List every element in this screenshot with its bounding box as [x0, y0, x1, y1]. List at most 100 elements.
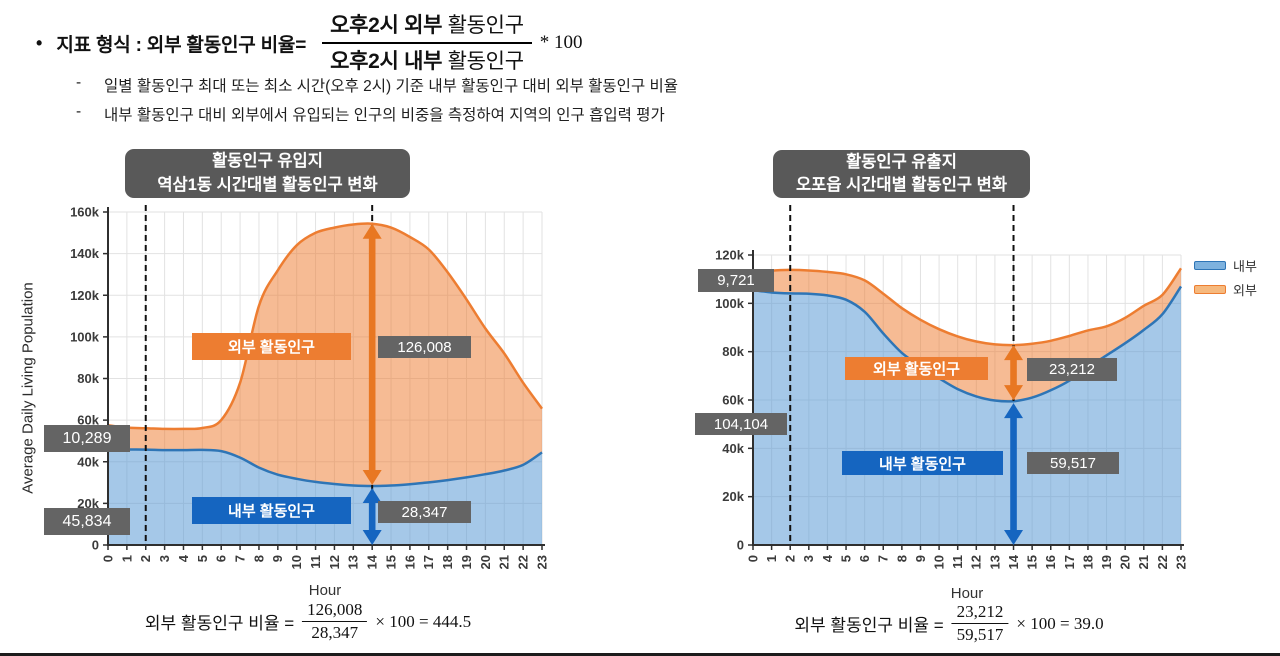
right-chart-title: 활동인구 유출지 오포읍 시간대별 활동인구 변화 [773, 150, 1030, 198]
svg-text:60k: 60k [722, 393, 744, 408]
svg-text:16: 16 [402, 555, 417, 569]
right-internal-value-hour2: 104,104 [695, 413, 787, 435]
right-ratio-formula: 외부 활동인구 비율 = 23,212 59,517 × 100 = 39.0 [794, 602, 1103, 645]
metric-definition-label: 지표 형식 : 외부 활동인구 비율= [56, 34, 307, 56]
svg-text:12: 12 [969, 555, 984, 569]
svg-text:23: 23 [534, 555, 549, 569]
gap-arrows [1004, 345, 1024, 545]
svg-text:21: 21 [1136, 555, 1151, 569]
svg-text:100k: 100k [715, 296, 745, 311]
internal-line [752, 285, 1183, 403]
svg-text:7: 7 [876, 555, 891, 562]
svg-text:9: 9 [270, 555, 285, 562]
svg-text:2: 2 [783, 555, 798, 562]
svg-text:10: 10 [289, 555, 304, 569]
svg-text:120k: 120k [715, 248, 745, 263]
svg-text:60k: 60k [77, 413, 99, 428]
left-chart-title-line2: 역삼1동 시간대별 활동인구 변화 [157, 175, 378, 194]
svg-text:7: 7 [233, 555, 248, 562]
formula-fraction: 23,212 59,517 [951, 602, 1009, 645]
svg-text:12: 12 [327, 555, 342, 569]
formula-result: × 100 = 39.0 [1016, 613, 1104, 633]
formula-denominator: 59,517 [956, 625, 1004, 645]
svg-text:20: 20 [1118, 555, 1133, 569]
svg-text:8: 8 [894, 555, 909, 562]
svg-text:9: 9 [913, 555, 928, 562]
external-gap-arrow [362, 223, 382, 486]
fraction-denominator: 오후2시 내부 활동인구 [322, 44, 532, 78]
legend-item-internal: 내부 [1194, 256, 1257, 275]
svg-text:20k: 20k [77, 496, 99, 511]
svg-text:21: 21 [497, 555, 512, 569]
external-gap-arrow [1004, 345, 1024, 401]
svg-text:2: 2 [138, 555, 153, 562]
svg-text:40k: 40k [722, 441, 744, 456]
svg-text:22: 22 [1155, 555, 1170, 569]
formula-fraction: 126,008 28,347 [302, 600, 368, 643]
left-external-series-label: 외부 활동인구 [192, 333, 351, 360]
fraction-numerator: 오후2시 외부 활동인구 [322, 8, 532, 44]
note-text: 일별 활동인구 최대 또는 최소 시간(오후 2시) 기준 내부 활동인구 대비… [104, 78, 679, 95]
svg-text:0: 0 [100, 555, 115, 562]
fraction-denominator-bold: 오후2시 내부 [330, 50, 443, 73]
internal-area [753, 286, 1181, 545]
svg-text:14: 14 [1006, 554, 1021, 569]
metric-fraction: 오후2시 외부 활동인구 오후2시 내부 활동인구 [322, 8, 532, 78]
note-text: 내부 활동인구 대비 외부에서 유입되는 인구의 비중을 측정하여 지역의 인구… [104, 107, 665, 124]
formula-lhs: 외부 활동인구 비율 = [794, 616, 944, 636]
right-external-value-hour14: 23,212 [1027, 358, 1117, 381]
right-external-value-hour2: 9,721 [698, 269, 774, 292]
svg-text:22: 22 [516, 555, 531, 569]
svg-text:17: 17 [421, 555, 436, 569]
external-series-swatch-icon [1194, 285, 1226, 294]
fraction-numerator-rest: 활동인구 [442, 14, 524, 37]
svg-text:20k: 20k [722, 489, 744, 504]
note-dash: - [76, 74, 82, 91]
svg-text:4: 4 [176, 554, 191, 562]
svg-text:6: 6 [214, 555, 229, 562]
svg-text:0: 0 [92, 538, 99, 553]
note-dash: - [76, 103, 82, 120]
svg-text:80k: 80k [77, 371, 99, 386]
svg-text:10: 10 [932, 555, 947, 569]
formula-numerator: 23,212 [951, 602, 1009, 625]
svg-text:5: 5 [838, 555, 853, 562]
left-chart-title: 활동인구 유입지 역삼1동 시간대별 활동인구 변화 [125, 149, 410, 198]
right-chart-title-line2: 오포읍 시간대별 활동인구 변화 [795, 176, 1008, 194]
legend-label-internal: 내부 [1233, 259, 1257, 274]
svg-text:3: 3 [157, 555, 172, 562]
legend-label-external: 외부 [1233, 283, 1257, 298]
note-line: - 내부 활동인구 대비 외부에서 유입되는 인구의 비중을 측정하여 지역의 … [76, 103, 665, 125]
left-external-value-hour2: 10,289 [44, 425, 130, 452]
left-ratio-formula: 외부 활동인구 비율 = 126,008 28,347 × 100 = 444.… [145, 600, 471, 643]
svg-text:19: 19 [1099, 555, 1114, 569]
svg-text:80k: 80k [722, 344, 744, 359]
svg-text:100k: 100k [70, 329, 100, 344]
bullet-marker: • [36, 32, 43, 53]
right-x-axis-label: Hour [950, 585, 984, 602]
formula-result: × 100 = 444.5 [375, 611, 472, 631]
svg-text:23: 23 [1173, 555, 1188, 569]
svg-text:16: 16 [1043, 555, 1058, 569]
left-external-value-hour14: 126,008 [378, 336, 471, 358]
svg-text:160k: 160k [70, 205, 100, 220]
svg-text:40k: 40k [77, 454, 99, 469]
legend-item-external: 외부 [1194, 280, 1257, 299]
svg-text:5: 5 [195, 555, 210, 562]
svg-text:6: 6 [857, 555, 872, 562]
internal-line [107, 447, 543, 488]
svg-text:0: 0 [737, 538, 744, 553]
legend: 내부 외부 [1194, 256, 1257, 299]
svg-text:1: 1 [119, 555, 134, 562]
svg-text:120k: 120k [70, 288, 100, 303]
right-chart-title-line1: 활동인구 유출지 [846, 152, 957, 171]
svg-text:3: 3 [801, 555, 816, 562]
left-internal-series-label: 내부 활동인구 [192, 497, 351, 524]
y-axis-label: Average Daily Living Population [19, 282, 37, 494]
svg-text:8: 8 [251, 555, 266, 562]
left-chart-title-line1: 활동인구 유입지 [212, 152, 323, 171]
internal-gap-arrow [362, 488, 382, 545]
